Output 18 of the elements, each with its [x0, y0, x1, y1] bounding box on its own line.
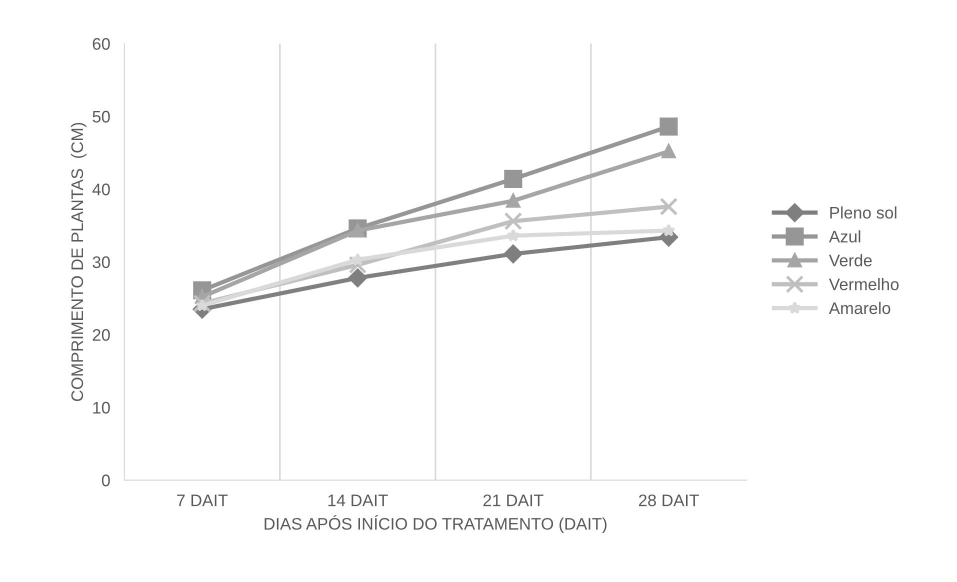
x-tick-label: 7 DAIT [177, 494, 228, 506]
x-tick-label: 28 DAIT [638, 494, 699, 506]
y-tick-label: 0 [102, 474, 110, 486]
y-tick-label: 10 [93, 402, 110, 414]
legend-label: Vermelho [828, 278, 899, 290]
legend-label: Amarelo [828, 302, 890, 314]
y-tick-label: 40 [92, 184, 110, 196]
y-tick-label: 30 [92, 256, 110, 268]
y-tick-label: 20 [92, 329, 110, 341]
y-axis-title: COMPRIMENTO DE PLANTAS (CM) [70, 122, 86, 402]
x-axis-title: DIAS APÓS INÍCIO DO TRATAMENTO (DAIT) [264, 515, 607, 534]
legend-label: Azul [828, 230, 860, 243]
legend-label: Pleno sol [830, 206, 896, 219]
y-tick-label: 50 [92, 110, 110, 123]
x-tick-label: 21 DAIT [483, 494, 544, 506]
y-tick-label: 60 [92, 38, 110, 50]
x-tick-label: 14 DAIT [328, 494, 388, 506]
legend-label: Verde [828, 254, 872, 266]
